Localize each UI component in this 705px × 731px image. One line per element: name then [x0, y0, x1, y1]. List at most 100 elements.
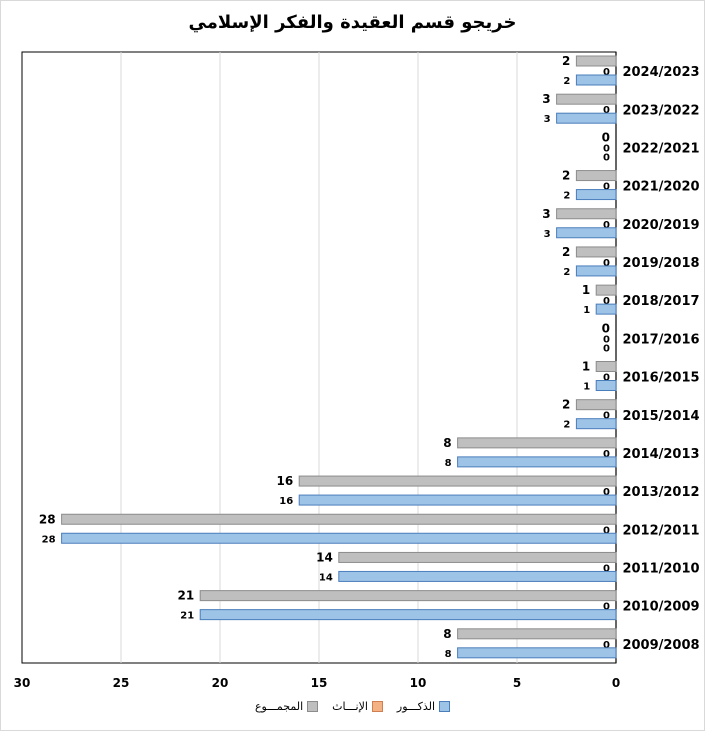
- category-label: 2011/2010: [622, 562, 699, 577]
- data-label-total: 8: [443, 627, 451, 641]
- bar-male: [457, 647, 617, 659]
- chart-legend: الذكـــور الإنـــاث المجمـــوع: [0, 700, 705, 713]
- bar-male: [575, 418, 617, 430]
- legend-label-females: الإنـــاث: [332, 700, 368, 713]
- category-label: 2016/2015: [622, 371, 699, 386]
- bar-total: [556, 93, 617, 105]
- data-label-male: 2: [563, 191, 570, 202]
- category-label: 2021/2020: [622, 180, 699, 195]
- category-label: 2024/2023: [622, 65, 699, 80]
- data-label-total: 14: [316, 550, 333, 564]
- data-label-male: 14: [319, 572, 333, 583]
- category-label: 2010/2009: [622, 600, 699, 615]
- data-label-female: 0: [603, 220, 610, 231]
- data-label-female: 0: [603, 487, 610, 498]
- category-label: 2012/2011: [622, 523, 699, 538]
- bar-male: [199, 609, 617, 621]
- bar-total: [575, 246, 617, 258]
- bar-total: [595, 361, 617, 372]
- bar-total: [575, 55, 617, 67]
- data-label-male: 3: [544, 114, 551, 125]
- bar-male: [298, 494, 617, 506]
- data-label-total: 0: [602, 130, 610, 144]
- category-label: 2022/2021: [622, 141, 699, 156]
- bar-male: [61, 532, 617, 544]
- data-label-male: 8: [445, 649, 452, 660]
- chart-title: خريجو قسم العقيدة والفكر الإسلامي: [188, 12, 517, 33]
- data-label-male: 0: [603, 152, 610, 163]
- x-tick-label: 25: [113, 676, 130, 690]
- data-label-female: 0: [603, 143, 610, 154]
- x-tick-label: 30: [14, 676, 31, 690]
- data-label-male: 3: [544, 229, 551, 240]
- data-label-total: 8: [443, 436, 451, 450]
- data-label-male: 8: [445, 458, 452, 469]
- data-label-total: 0: [602, 321, 610, 335]
- category-label: 2013/2012: [622, 485, 699, 500]
- category-label: 2014/2013: [622, 447, 699, 462]
- data-label-total: 28: [39, 512, 56, 526]
- data-label-total: 1: [582, 283, 590, 297]
- data-label-female: 0: [603, 525, 610, 536]
- bar-total: [338, 551, 617, 563]
- x-tick-label: 5: [513, 676, 521, 690]
- data-label-total: 3: [542, 92, 550, 106]
- data-label-female: 0: [603, 296, 610, 307]
- bar-total: [556, 208, 617, 220]
- data-label-male: 16: [279, 496, 293, 507]
- data-label-total: 3: [542, 207, 550, 221]
- bar-total: [61, 513, 617, 525]
- data-label-total: 21: [177, 589, 194, 603]
- category-label: 2009/2008: [622, 638, 699, 653]
- data-label-total: 1: [582, 360, 590, 374]
- category-label: 2018/2017: [622, 294, 699, 309]
- data-label-female: 0: [603, 449, 610, 460]
- data-label-male: 2: [563, 76, 570, 87]
- data-label-female: 0: [603, 258, 610, 269]
- category-label: 2015/2014: [622, 409, 699, 424]
- data-label-total: 16: [276, 474, 293, 488]
- bar-male: [338, 570, 617, 582]
- legend-item-total: المجمـــوع: [254, 700, 319, 713]
- data-label-female: 0: [603, 563, 610, 574]
- bar-total: [575, 170, 617, 182]
- bar-male: [575, 265, 617, 277]
- x-tick-label: 20: [212, 676, 229, 690]
- bar-male: [457, 456, 617, 468]
- data-label-female: 0: [603, 67, 610, 78]
- data-label-female: 0: [603, 182, 610, 193]
- data-label-total: 2: [562, 398, 570, 412]
- x-tick-label: 10: [410, 676, 427, 690]
- legend-swatch-total: [307, 701, 319, 712]
- category-label: 2017/2016: [622, 332, 699, 347]
- data-label-male: 1: [583, 305, 590, 316]
- bar-male: [595, 380, 617, 391]
- x-tick-label: 15: [311, 676, 328, 690]
- data-label-female: 0: [603, 373, 610, 384]
- bar-total: [457, 628, 617, 640]
- bar-total: [199, 590, 617, 602]
- bar-male: [595, 303, 617, 315]
- data-label-total: 2: [562, 245, 570, 259]
- data-label-female: 0: [603, 411, 610, 422]
- category-label: 2023/2022: [622, 103, 699, 118]
- data-label-total: 2: [562, 169, 570, 183]
- data-label-female: 0: [603, 105, 610, 116]
- legend-swatch-females: [371, 701, 383, 712]
- data-label-female: 0: [603, 602, 610, 613]
- data-label-female: 0: [603, 640, 610, 651]
- data-label-male: 0: [603, 343, 610, 354]
- legend-item-males: الذكـــور: [397, 700, 451, 713]
- data-label-male: 21: [180, 611, 194, 622]
- legend-label-total: المجمـــوع: [254, 700, 304, 713]
- data-label-total: 2: [562, 54, 570, 68]
- data-label-female: 0: [603, 334, 610, 345]
- bar-male: [556, 112, 617, 124]
- bar-total: [298, 475, 617, 487]
- data-label-male: 2: [563, 267, 570, 278]
- bar-male: [556, 227, 617, 239]
- category-label: 2019/2018: [622, 256, 699, 271]
- data-label-male: 28: [42, 534, 56, 545]
- bar-male: [575, 189, 617, 201]
- bar-total: [457, 437, 617, 449]
